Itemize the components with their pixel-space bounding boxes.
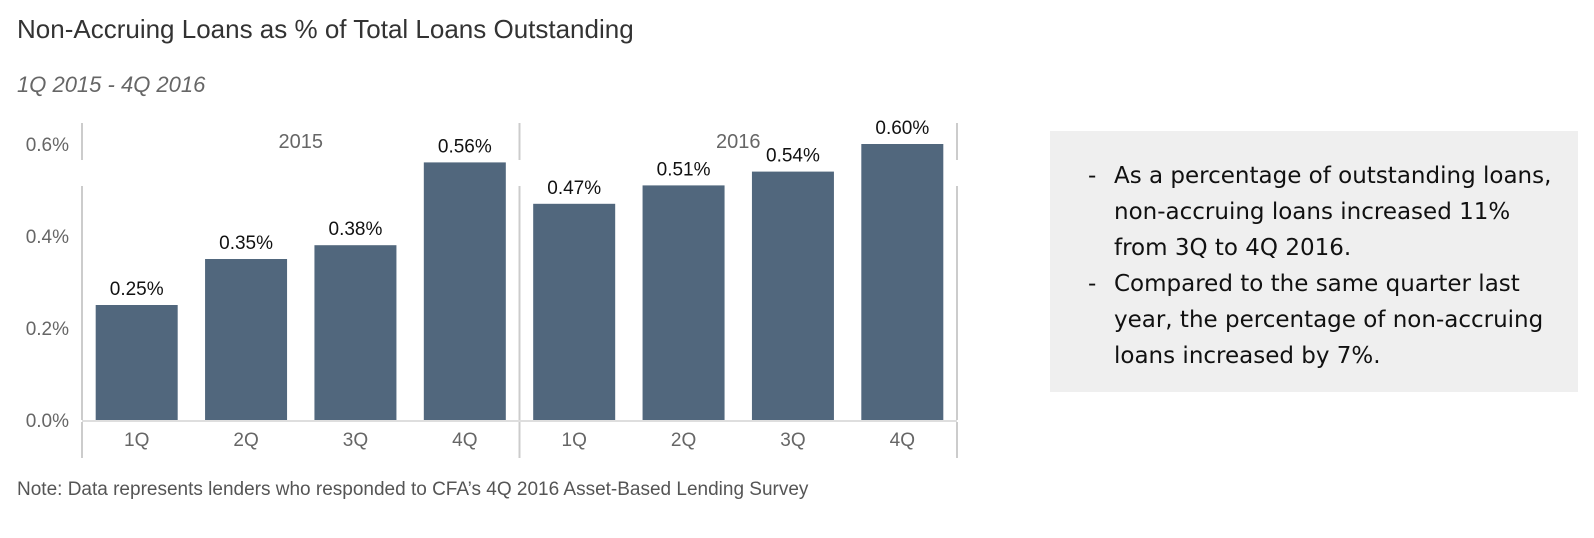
- bar: [861, 144, 944, 420]
- y-tick-label: 0.4%: [26, 227, 69, 248]
- x-tick-label: 3Q: [780, 430, 805, 451]
- group-header: 2015: [279, 131, 324, 153]
- bullet-dash: -: [1088, 163, 1097, 189]
- x-tick-label: 2Q: [671, 430, 696, 451]
- bar: [205, 259, 288, 420]
- y-tick-label: 0.2%: [26, 319, 69, 340]
- x-tick-label: 3Q: [343, 430, 368, 451]
- chart-subtitle: 1Q 2015 - 4Q 2016: [17, 72, 206, 97]
- data-label: 0.38%: [329, 219, 383, 240]
- bar-chart: 0.0% 0.2% 0.4% 0.6% 2015 0.25% 1Q 0.35% 2Q 0.38% 3…: [26, 118, 958, 458]
- data-label: 0.35%: [219, 233, 273, 254]
- y-tick-label: 0.6%: [26, 135, 69, 156]
- bar: [642, 185, 725, 420]
- data-label: 0.51%: [657, 159, 711, 180]
- x-tick-label: 4Q: [452, 430, 477, 451]
- bar: [314, 245, 397, 420]
- commentary-text: As a percentage of outstanding loans, no…: [1114, 163, 1552, 261]
- y-tick-label: 0.0%: [26, 411, 69, 432]
- x-tick-label: 1Q: [562, 430, 587, 451]
- bar: [95, 305, 178, 420]
- bar: [751, 171, 834, 420]
- footnote: Note: Data represents lenders who respon…: [17, 479, 809, 500]
- bar: [423, 162, 506, 420]
- x-tick-label: 4Q: [890, 430, 915, 451]
- data-label: 0.60%: [875, 118, 929, 139]
- commentary-bullet: - As a percentage of outstanding loans, …: [1088, 158, 1564, 266]
- data-label: 0.25%: [110, 279, 164, 300]
- bullet-dash: -: [1088, 271, 1097, 297]
- commentary-text: Compared to the same quarter last year, …: [1114, 271, 1544, 369]
- chart-title: Non-Accruing Loans as % of Total Loans O…: [17, 14, 634, 44]
- data-label: 0.56%: [438, 136, 492, 157]
- commentary-panel: - As a percentage of outstanding loans, …: [1050, 131, 1578, 392]
- data-label: 0.54%: [766, 146, 820, 167]
- commentary-bullet: - Compared to the same quarter last year…: [1088, 266, 1564, 374]
- x-tick-label: 2Q: [233, 430, 258, 451]
- commentary-list: - As a percentage of outstanding loans, …: [1088, 158, 1564, 374]
- bar: [533, 203, 616, 420]
- data-label: 0.47%: [547, 178, 601, 199]
- x-tick-label: 1Q: [124, 430, 149, 451]
- group-header: 2016: [716, 131, 761, 153]
